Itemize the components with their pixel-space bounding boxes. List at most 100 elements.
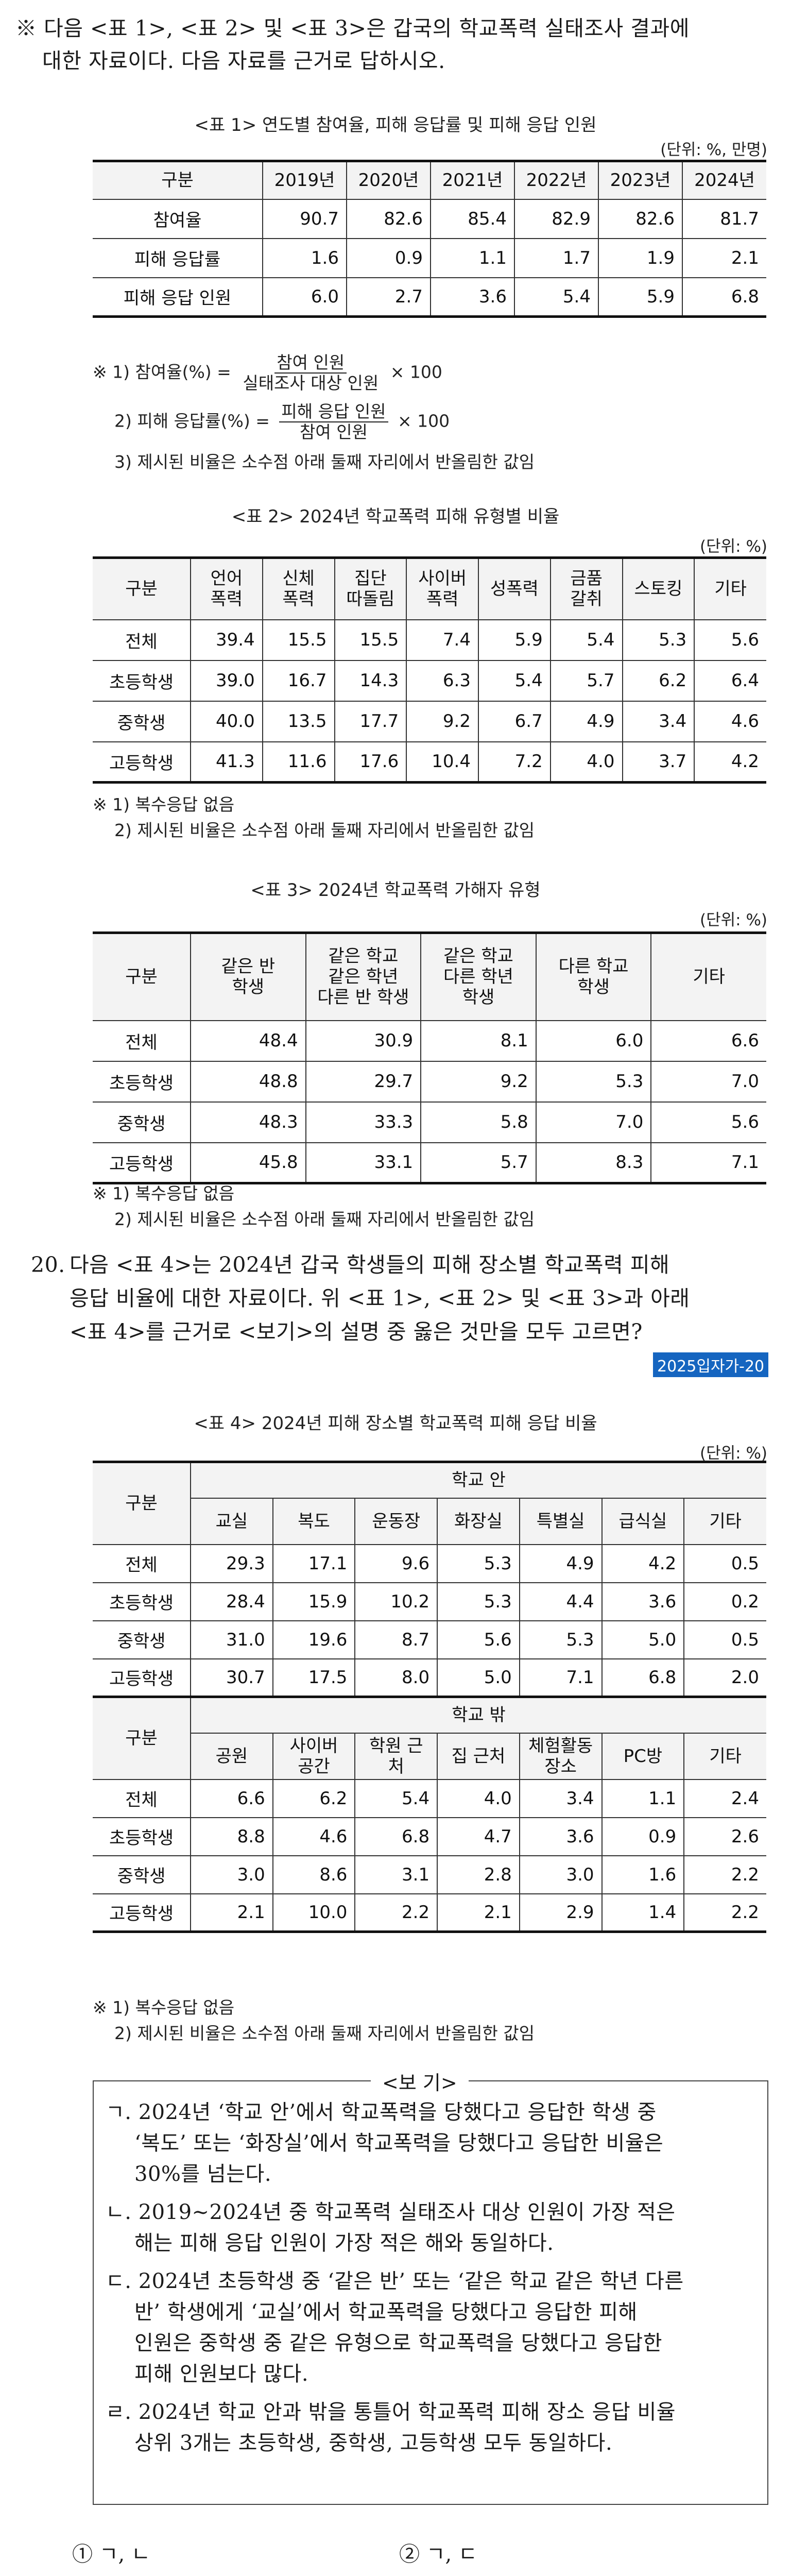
table-cell: 7.0 — [650, 1060, 766, 1103]
column-header: 학원 근처 — [354, 1732, 438, 1780]
table-cell: 5.4 — [514, 277, 599, 318]
table-cell: 4.9 — [519, 1544, 603, 1583]
table-cell: 2.2 — [683, 1893, 766, 1933]
table-row: 고등학생 45.8 33.1 5.7 8.3 7.1 — [93, 1142, 766, 1184]
question-line-1: 다음 <표 4>는 2024년 갑국 학생들의 피해 장소별 학교폭력 피해 — [70, 1252, 670, 1277]
table-cell: 41.3 — [190, 741, 263, 784]
column-header: 2020년 — [346, 160, 431, 200]
table-cell: 2.1 — [682, 238, 766, 278]
row-header-cell: 구분 — [93, 160, 263, 200]
table-cell: 5.3 — [622, 619, 695, 661]
table-cell: 5.9 — [478, 619, 551, 661]
table-cell: 6.0 — [535, 1020, 652, 1062]
column-header: 2023년 — [598, 160, 683, 200]
bogi-item: ㄹ. 2024년 학교 안과 밖을 통틀어 학교폭력 피해 장소 응답 비율 상위… — [106, 2397, 760, 2459]
table-cell: 48.4 — [190, 1020, 306, 1062]
table-cell: 15.9 — [272, 1582, 356, 1621]
table-cell: 17.7 — [334, 700, 407, 742]
column-header: 같은 학교 다른 학년 학생 — [420, 931, 537, 1021]
table-cell: 10.4 — [406, 741, 479, 784]
table-cell: 82.6 — [598, 198, 683, 239]
row-label: 초등학생 — [93, 659, 191, 702]
choice-1[interactable]: ① ㄱ, ㄴ — [72, 2543, 150, 2566]
table-cell: 17.1 — [272, 1544, 356, 1583]
column-header: 집단 따돌림 — [334, 556, 407, 620]
row-label: 전체 — [93, 1778, 191, 1818]
table-cell: 0.2 — [683, 1582, 766, 1621]
column-header: 신체 폭력 — [262, 556, 335, 620]
table-cell: 4.0 — [549, 741, 623, 784]
table2-note-2: 2) 제시된 비율은 소수점 아래 둘째 자리에서 반올림한 값임 — [114, 820, 535, 840]
table-cell: 13.5 — [262, 700, 335, 742]
note1-suffix: × 100 — [390, 362, 442, 382]
table-row: 초등학생 8.8 4.6 6.8 4.7 3.6 0.9 2.6 — [93, 1817, 766, 1856]
table-cell: 48.3 — [190, 1101, 306, 1143]
table-cell: 28.4 — [190, 1582, 273, 1621]
table-row: 전체 6.6 6.2 5.4 4.0 3.4 1.1 2.4 — [93, 1778, 766, 1818]
table-cell: 6.8 — [601, 1658, 685, 1698]
column-header: 기타 — [650, 931, 766, 1021]
note2-prefix: 2) 피해 응답률(%) = — [114, 411, 270, 431]
bogi-item: ㄷ. 2024년 초등학생 중 ‘같은 반’ 또는 ‘같은 학교 같은 학년 다… — [106, 2266, 760, 2389]
column-header: 같은 학교 같은 학년 다른 반 학생 — [305, 931, 422, 1021]
bogi-label: <보 기> — [371, 2067, 469, 2095]
table-cell: 6.8 — [682, 277, 766, 318]
bogi-item: ㄱ. 2024년 ‘학교 안’에서 학교폭력을 당했다고 응답한 학생 중 ‘복도… — [106, 2097, 760, 2190]
column-header-row: 공원 사이버 공간 학원 근처 집 근처 체험활동 장소 PC방 기타 — [93, 1732, 766, 1780]
row-label: 전체 — [93, 1020, 191, 1062]
table3-note-1: ※ 1) 복수응답 없음 — [93, 1183, 235, 1204]
table-cell: 0.5 — [683, 1620, 766, 1659]
table-cell: 48.8 — [190, 1060, 306, 1103]
column-header: 성폭력 — [478, 556, 551, 620]
table-cell: 5.3 — [535, 1060, 652, 1103]
row-label: 초등학생 — [93, 1817, 191, 1856]
table-cell: 3.4 — [622, 700, 695, 742]
table-cell: 19.6 — [272, 1620, 356, 1659]
column-header: 금품 갈취 — [549, 556, 623, 620]
table-row: 고등학생 30.7 17.5 8.0 5.0 7.1 6.8 2.0 — [93, 1658, 766, 1698]
table-cell: 4.6 — [272, 1817, 356, 1856]
table1-unit: (단위: %, 만명) — [660, 141, 767, 159]
note2-suffix: × 100 — [398, 411, 450, 431]
row-label: 참여율 — [93, 198, 263, 239]
table-row: 피해 응답 인원 6.0 2.7 3.6 5.4 5.9 6.8 — [93, 277, 766, 318]
choice-2[interactable]: ② ㄱ, ㄷ — [399, 2543, 477, 2566]
table-cell: 8.0 — [354, 1658, 438, 1698]
table-cell: 7.2 — [478, 741, 551, 784]
table-cell: 8.1 — [420, 1020, 537, 1062]
table-cell: 8.8 — [190, 1817, 273, 1856]
table-cell: 6.2 — [622, 659, 695, 702]
table-row: 중학생 3.0 8.6 3.1 2.8 3.0 1.6 2.2 — [93, 1855, 766, 1894]
table-cell: 11.6 — [262, 741, 335, 784]
column-header: 2019년 — [262, 160, 347, 200]
table-cell: 4.6 — [694, 700, 766, 742]
intro-line-2: 대한 자료이다. 다음 자료를 근거로 답하시오. — [42, 48, 445, 73]
table-cell: 1.1 — [430, 238, 515, 278]
table-cell: 31.0 — [190, 1620, 273, 1659]
table2-note-1: ※ 1) 복수응답 없음 — [93, 794, 235, 815]
table-cell: 4.4 — [519, 1582, 603, 1621]
table-cell: 1.6 — [601, 1855, 685, 1894]
table-cell: 4.2 — [601, 1544, 685, 1583]
table-cell: 85.4 — [430, 198, 515, 239]
table4-note-1: ※ 1) 복수응답 없음 — [93, 1997, 235, 2018]
row-label: 고등학생 — [93, 1893, 191, 1933]
table-cell: 39.4 — [190, 619, 263, 661]
table-cell: 3.4 — [519, 1778, 603, 1818]
table-row: 고등학생 2.1 10.0 2.2 2.1 2.9 1.4 2.2 — [93, 1893, 766, 1933]
table-cell: 1.9 — [598, 238, 683, 278]
table-row: 전체 29.3 17.1 9.6 5.3 4.9 4.2 0.5 — [93, 1544, 766, 1583]
table-cell: 9.2 — [420, 1060, 537, 1103]
intro-line-1: ※ 다음 <표 1>, <표 2> 및 <표 3>은 갑국의 학교폭력 실태조사… — [15, 16, 690, 41]
table-cell: 82.6 — [346, 198, 431, 239]
table-cell: 1.1 — [601, 1778, 685, 1818]
row-header-cell: 구분 — [93, 1461, 191, 1545]
table-cell: 1.7 — [514, 238, 599, 278]
question-line-3: <표 4>를 근거로 <보기>의 설명 중 옳은 것만을 모두 고르면? — [70, 1319, 643, 1344]
table-cell: 2.1 — [437, 1893, 520, 1933]
table-cell: 90.7 — [262, 198, 347, 239]
table1-note-2: 2) 피해 응답률(%) = 피해 응답 인원 참여 인원 × 100 — [114, 402, 450, 442]
table2-unit: (단위: %) — [700, 537, 767, 556]
table-cell: 4.0 — [437, 1778, 520, 1818]
table-cell: 2.2 — [683, 1855, 766, 1894]
